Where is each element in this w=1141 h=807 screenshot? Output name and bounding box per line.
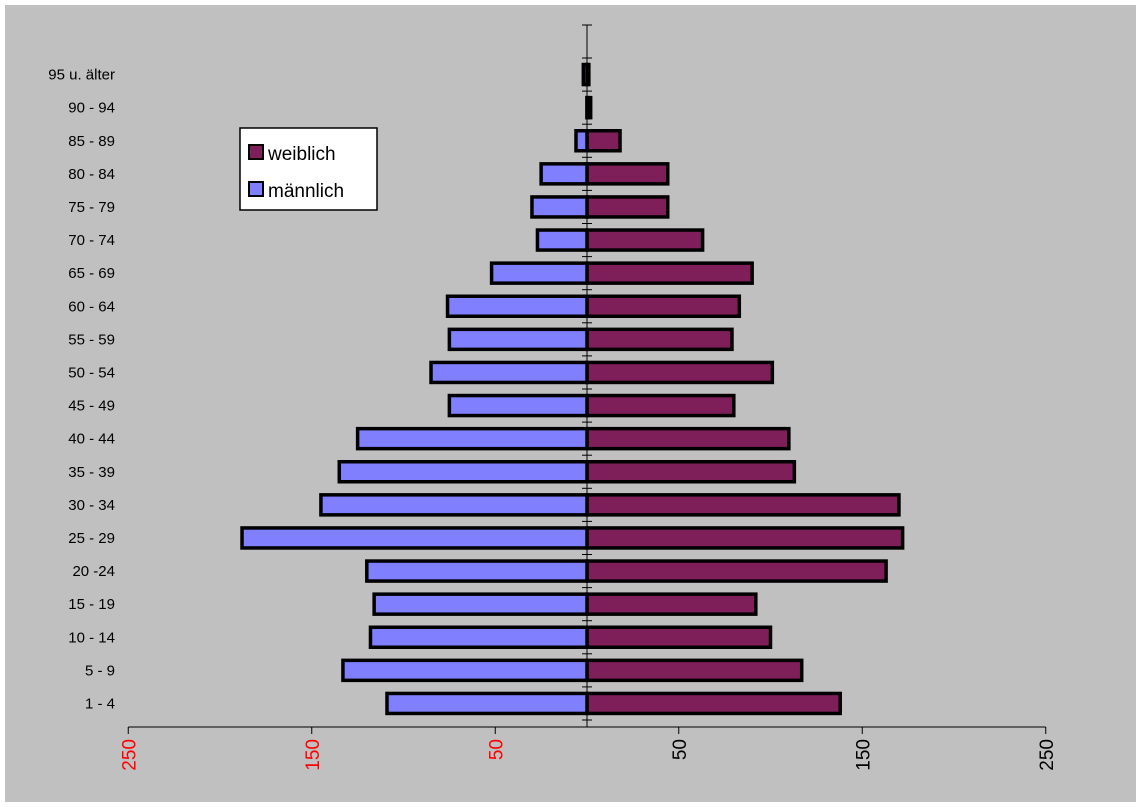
x-tick-label: 150	[853, 739, 874, 771]
legend-swatch-maennlich	[248, 181, 264, 197]
y-tick-label: 30 - 34	[68, 497, 115, 514]
y-tick-label: 15 - 19	[68, 596, 115, 613]
bar-maennlich-7	[337, 460, 589, 484]
y-tick-label: 95 u. älter	[48, 67, 115, 84]
bar-weiblich-6	[585, 493, 901, 517]
y-tick-label: 45 - 49	[68, 398, 115, 415]
y-tick-label: 40 - 44	[68, 431, 115, 448]
y-tick-label: 60 - 64	[68, 298, 115, 315]
bar-weiblich-2	[585, 625, 773, 649]
labels-layer: 1 - 4 5 - 9 10 - 14 15 - 19 20 -24 25 - 29 30 …	[48, 67, 1057, 771]
bar-maennlich-11	[447, 327, 589, 352]
x-tick-label: 250	[1037, 739, 1058, 771]
bar-maennlich-14	[535, 228, 589, 252]
legend-label-weiblich: weiblich	[267, 144, 336, 165]
bar-weiblich-17	[585, 129, 622, 153]
x-tick-label: 50	[670, 739, 691, 760]
bar-weiblich-0	[585, 691, 842, 716]
bar-maennlich-19	[581, 62, 589, 87]
bar-maennlich-6	[319, 493, 589, 517]
y-tick-label: 25 - 29	[68, 530, 115, 547]
y-tick-label: 80 - 84	[68, 166, 115, 183]
bar-weiblich-15	[585, 195, 670, 219]
bar-maennlich-2	[368, 625, 589, 649]
bar-weiblich-5	[585, 526, 905, 550]
bar-maennlich-13	[489, 261, 589, 285]
y-tick-label: 10 - 14	[68, 629, 115, 646]
bar-maennlich-10	[429, 360, 589, 385]
bar-weiblich-13	[585, 261, 754, 285]
axes-layer	[127, 24, 1047, 734]
bar-maennlich-12	[445, 294, 589, 318]
bar-maennlich-8	[355, 426, 589, 451]
bar-weiblich-16	[585, 162, 670, 186]
y-tick-label: 50 - 54	[68, 364, 115, 381]
legend: weiblich männlich	[239, 127, 378, 211]
bar-weiblich-14	[585, 228, 705, 252]
y-tick-label: 1 - 4	[85, 695, 115, 712]
y-tick-label: 55 - 59	[68, 331, 115, 348]
bar-weiblich-1	[585, 658, 804, 683]
legend-swatch-weiblich	[248, 144, 264, 160]
bar-weiblich-4	[585, 559, 888, 583]
bar-weiblich-11	[585, 327, 734, 352]
y-tick-label: 35 - 39	[68, 464, 115, 481]
y-tick-label: 85 - 89	[68, 133, 115, 150]
y-tick-label: 5 - 9	[85, 662, 115, 679]
bar-weiblich-3	[585, 592, 758, 616]
bar-weiblich-9	[585, 393, 736, 418]
x-tick-label: 150	[303, 739, 324, 771]
x-tick-label: 50	[486, 739, 507, 760]
bar-weiblich-12	[585, 294, 742, 318]
bar-weiblich-10	[585, 360, 775, 385]
bar-weiblich-7	[585, 460, 797, 484]
bar-maennlich-3	[372, 592, 589, 616]
x-tick-label: 250	[119, 739, 140, 771]
bar-maennlich-16	[539, 162, 589, 186]
bar-maennlich-15	[530, 195, 589, 219]
y-tick-label: 75 - 79	[68, 199, 115, 216]
bar-maennlich-4	[365, 559, 589, 583]
bar-maennlich-17	[574, 129, 589, 153]
y-tick-label: 90 - 94	[68, 100, 115, 117]
y-tick-label: 70 - 74	[68, 232, 115, 249]
bar-maennlich-5	[240, 526, 589, 550]
bar-weiblich-8	[585, 426, 791, 451]
y-tick-label: 20 -24	[72, 563, 115, 580]
legend-label-maennlich: männlich	[268, 181, 344, 202]
bar-maennlich-1	[341, 658, 589, 683]
bar-maennlich-9	[447, 393, 589, 418]
bar-maennlich-0	[385, 691, 589, 716]
y-tick-label: 65 - 69	[68, 265, 115, 282]
